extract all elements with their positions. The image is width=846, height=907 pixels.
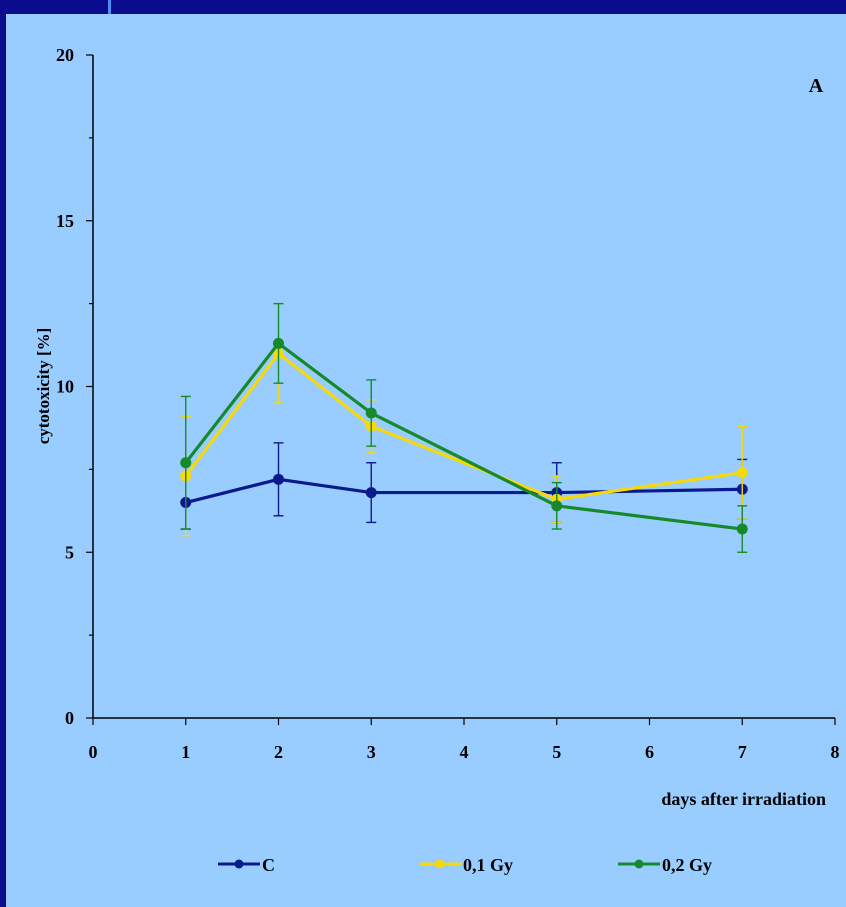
y-axis-label: cytotoxicity [%] (34, 328, 53, 445)
x-tick-label: 7 (738, 742, 747, 762)
legend-label: 0,1 Gy (463, 855, 513, 875)
series-line (184, 351, 743, 501)
y-tick-label: 5 (65, 542, 74, 562)
x-tick-label: 0 (89, 742, 98, 762)
chart-panel: 0 5 10 15 20 0 1 2 3 4 5 6 7 8 C 0,1 Gy 0,2 Gy A days a… (6, 14, 846, 907)
series-1 (180, 442, 748, 530)
x-tick-label: 1 (181, 742, 190, 762)
y-tick-label: 0 (65, 708, 74, 728)
data-point (736, 467, 748, 479)
legend-swatch-marker (634, 859, 644, 869)
series-group (180, 302, 748, 553)
data-point (736, 523, 748, 535)
data-point (365, 487, 377, 499)
data-point (273, 337, 284, 349)
x-tick-label: 2 (274, 742, 283, 762)
series-line (185, 477, 743, 505)
x-tick-label: 6 (645, 742, 654, 762)
slide-accent-bar (108, 0, 111, 14)
axes: 0 5 10 15 20 0 1 2 3 4 5 6 7 8 (56, 45, 840, 762)
y-tick-label: 10 (56, 377, 74, 397)
x-tick-label: 3 (367, 742, 376, 762)
legend-label: 0,2 Gy (662, 855, 712, 875)
x-tick-label: 4 (460, 742, 469, 762)
data-point (180, 457, 192, 469)
data-point (551, 500, 563, 512)
series-3 (180, 302, 748, 553)
legend-swatch-marker (234, 859, 244, 869)
y-tick-label: 15 (56, 211, 74, 231)
data-point (365, 407, 377, 419)
y-tick-label: 20 (56, 45, 74, 65)
series-2 (180, 302, 748, 537)
x-axis-label: days after irradiation (661, 789, 826, 809)
data-point (273, 473, 284, 485)
legend: C 0,1 Gy 0,2 Gy (218, 855, 712, 875)
legend-swatch-marker (435, 859, 445, 869)
series-line (184, 341, 743, 531)
line-chart: 0 5 10 15 20 0 1 2 3 4 5 6 7 8 C 0,1 Gy 0,2 Gy A days a… (34, 45, 840, 875)
x-tick-label: 5 (552, 742, 561, 762)
legend-label: C (262, 855, 275, 875)
panel-label: A (809, 75, 824, 97)
x-tick-label: 8 (831, 742, 840, 762)
